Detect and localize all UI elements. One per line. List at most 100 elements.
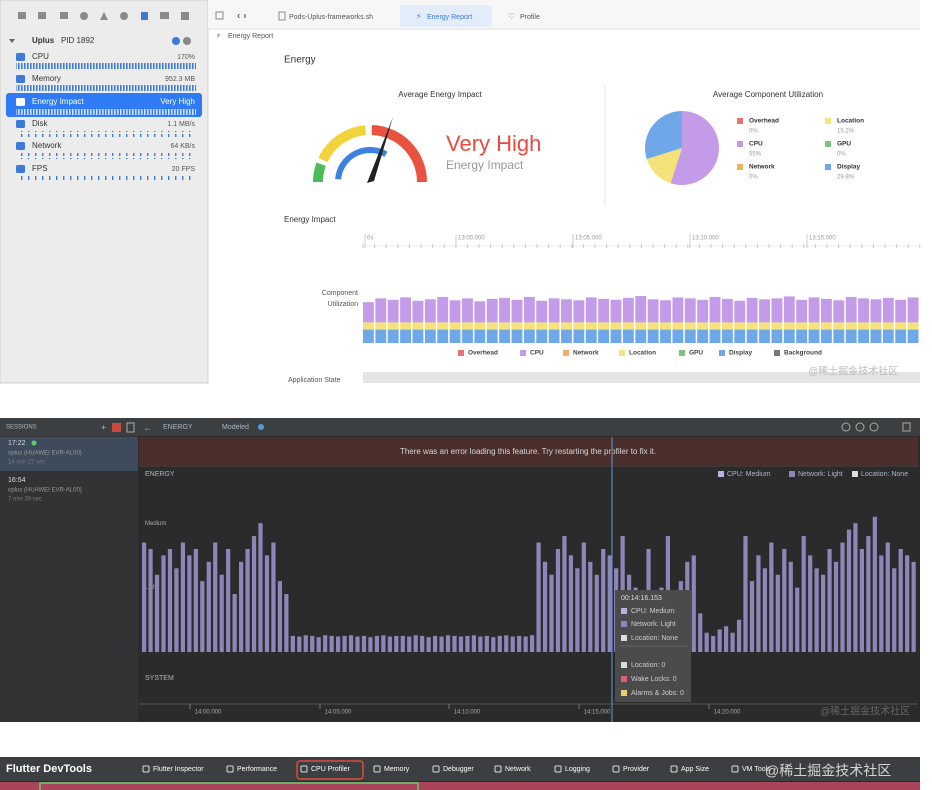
- component-bar: [499, 297, 511, 323]
- tab[interactable]: Logging: [565, 766, 590, 773]
- component-bar: [499, 322, 511, 330]
- time-label: 13:00.000: [458, 236, 485, 242]
- component-bar: [486, 298, 498, 323]
- tab[interactable]: App Size: [681, 766, 709, 773]
- tab[interactable]: CPU Profiler: [311, 766, 351, 773]
- component-bar: [870, 322, 882, 330]
- selected-session[interactable]: [0, 437, 138, 471]
- watermark: @稀土掘金技术社区: [808, 365, 898, 378]
- energy-bar: [290, 635, 295, 652]
- breadcrumb[interactable]: Energy Report: [228, 33, 273, 40]
- component-bar: [796, 329, 808, 343]
- component-bar: [598, 298, 610, 323]
- component-bar: [622, 297, 634, 323]
- tooltip-line: CPU: Medium: [631, 608, 675, 615]
- y-tick-label: Medium: [145, 521, 166, 527]
- energy-bar: [840, 542, 845, 652]
- energy-bar: [769, 542, 774, 652]
- gauge-icon: [16, 98, 25, 106]
- tab-icon: [731, 765, 739, 773]
- component-bar: [771, 298, 783, 323]
- energy-bar: [853, 523, 858, 652]
- gauge-name: Network: [32, 141, 62, 150]
- component-bar: [858, 322, 869, 330]
- tab[interactable]: Debugger: [443, 766, 474, 773]
- row-label: Application State: [288, 377, 341, 384]
- energy-bar: [277, 581, 283, 652]
- energy-bar: [297, 636, 302, 652]
- component-bar: [771, 329, 783, 343]
- component-bar: [635, 329, 647, 343]
- energy-bar: [193, 548, 198, 652]
- tab-bar: ‹ › ⚡ ♡: [208, 0, 920, 30]
- profiler-selector[interactable]: ENERGY: [163, 424, 193, 431]
- tab[interactable]: Energy Report: [427, 14, 472, 21]
- energy-bar: [154, 574, 160, 652]
- component-bar: [573, 300, 585, 323]
- component-bar: [387, 322, 399, 330]
- sparkline: [16, 85, 196, 91]
- active-tab[interactable]: [296, 760, 364, 780]
- component-bar: [375, 322, 387, 330]
- mode-selector[interactable]: Modeled: [222, 424, 249, 431]
- component-bar: [858, 298, 869, 323]
- energy-bar: [562, 536, 567, 652]
- impact-level: Very High: [446, 131, 541, 156]
- legend-swatch: [774, 350, 780, 356]
- tab[interactable]: Pods-Uplus-frameworks.sh: [289, 14, 373, 21]
- tab[interactable]: Memory: [384, 766, 410, 773]
- tab[interactable]: Network: [505, 766, 531, 773]
- component-bar: [833, 300, 845, 323]
- energy-bar: [142, 542, 147, 652]
- component-bar: [424, 329, 436, 343]
- session-device: oplus (HUAWEI EVR-AL00): [8, 488, 82, 494]
- component-bar: [548, 322, 560, 330]
- energy-bar: [478, 636, 483, 652]
- component-bar: [820, 329, 832, 343]
- info-icon[interactable]: [172, 37, 180, 45]
- tab[interactable]: Performance: [237, 766, 277, 773]
- tab[interactable]: Flutter Inspector: [153, 766, 204, 773]
- component-bar: [585, 329, 597, 343]
- component-bar: [660, 329, 671, 343]
- gauge-value: 20 FPS: [172, 166, 196, 173]
- energy-bar: [258, 523, 263, 652]
- component-bar: [647, 299, 659, 323]
- tab-icon: [670, 765, 678, 773]
- component-bar: [672, 322, 684, 330]
- energy-bar: [213, 542, 218, 652]
- energy-bar: [465, 635, 470, 652]
- energy-bar: [885, 542, 890, 652]
- svg-text:+: +: [101, 422, 106, 432]
- component-bar: [796, 322, 808, 330]
- energy-bar: [724, 626, 729, 652]
- energy-bar: [271, 542, 276, 652]
- component-bar: [808, 322, 820, 330]
- legend-swatch: [563, 350, 569, 356]
- component-bar: [375, 298, 387, 323]
- energy-bar: [607, 555, 612, 652]
- energy-bar: [303, 635, 308, 652]
- energy-bar: [736, 619, 742, 652]
- tab-icon: [432, 765, 440, 773]
- live-dot: [31, 440, 37, 446]
- energy-bar: [310, 635, 315, 652]
- component-bar: [882, 329, 894, 343]
- disclosure[interactable]: [9, 39, 15, 43]
- energy-bar: [594, 574, 599, 652]
- legend-swatch: [825, 118, 831, 124]
- active-tab[interactable]: [400, 5, 492, 27]
- energy-bar: [795, 587, 800, 652]
- component-bar: [845, 329, 857, 343]
- component-bar: [759, 299, 770, 323]
- component-bar: [585, 322, 597, 330]
- energy-bar: [400, 635, 405, 652]
- tab[interactable]: VM Tools: [742, 766, 771, 773]
- tab[interactable]: Profile: [520, 14, 540, 21]
- component-bar: [462, 329, 473, 343]
- options-icon[interactable]: [183, 37, 191, 45]
- app-state-bar: [363, 372, 920, 383]
- component-bar: [907, 322, 919, 330]
- session-time: 17:22: [8, 440, 26, 447]
- tab[interactable]: Provider: [623, 766, 650, 773]
